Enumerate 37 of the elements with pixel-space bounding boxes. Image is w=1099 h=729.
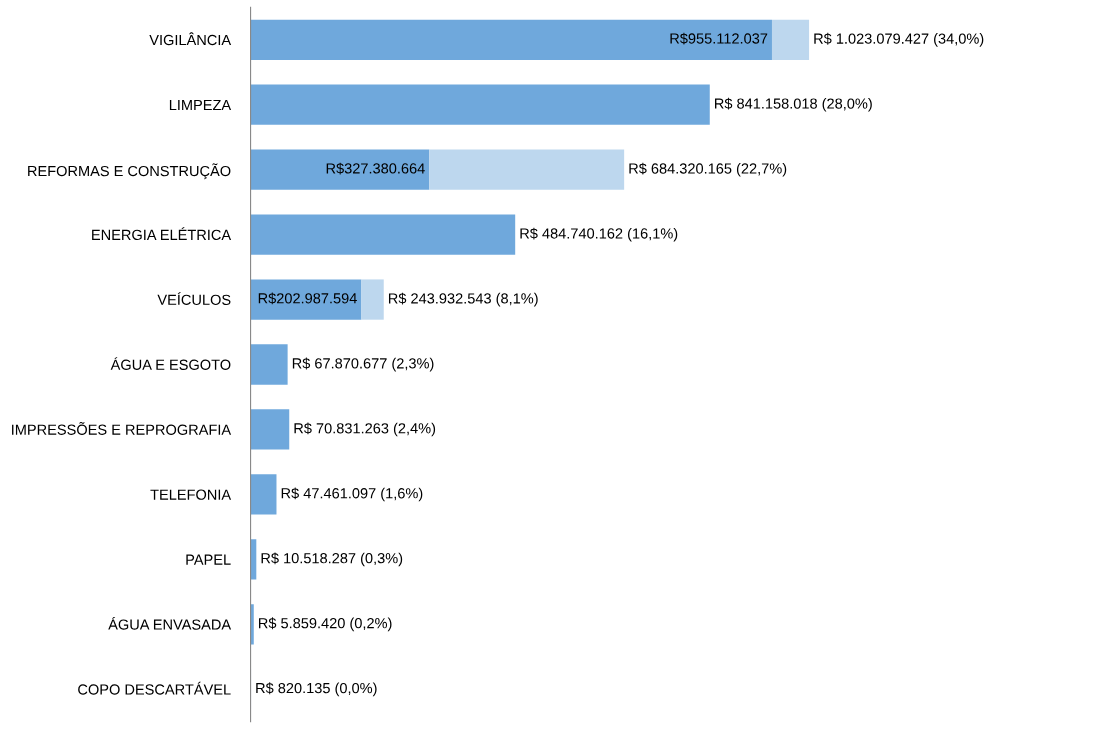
bar (250, 409, 290, 450)
y-tick-label: ÁGUA E ESGOTO (110, 357, 231, 370)
bar (250, 604, 254, 645)
bar (429, 149, 625, 190)
y-tick-label: COPO DESCARTÁVEL (78, 681, 231, 695)
total-label: R$ 841.158.018 (28,0%) (715, 97, 872, 112)
y-tick-label: TELEFONIA (150, 489, 232, 500)
y-tick-label: PAPEL (186, 554, 231, 565)
data-label: R$202.987.594 (258, 292, 357, 305)
total-label: R$ 243.932.543 (8,1%) (388, 292, 538, 307)
bar (771, 19, 810, 60)
total-label: R$ 820.135 (0,0%) (256, 682, 377, 697)
y-tick-label: ENERGIA ELÉTRICA (92, 227, 232, 241)
total-label: R$ 47.461.097 (1,6%) (281, 487, 423, 502)
total-label: R$ 484.740.162 (16,1%) (520, 227, 678, 242)
total-label: R$ 5.859.420 (0,2%) (259, 617, 392, 632)
y-tick-label: REFORMAS E CONSTRUÇÃO (28, 163, 231, 180)
total-label: R$ 10.518.287 (0,3%) (261, 552, 403, 567)
bar (250, 149, 430, 190)
bar (361, 279, 384, 320)
y-tick-label: LIMPEZA (169, 99, 232, 110)
bar (250, 214, 516, 255)
y-tick-label: IMPRESSÕES E REPROGRAFIA (12, 421, 232, 435)
total-label: R$ 1.023.079.427 (34,0%) (814, 32, 984, 47)
total-label: R$ 67.870.677 (2,3%) (292, 357, 434, 372)
y-tick-label: VEÍCULOS (157, 292, 231, 305)
y-tick-label: ÁGUA ENVASADA (108, 616, 232, 630)
bar (250, 84, 710, 125)
total-label: R$ 684.320.165 (22,7%) (629, 162, 787, 177)
y-tick-label: VIGILÂNCIA (149, 32, 232, 46)
total-label: R$ 70.831.263 (2,4%) (294, 422, 436, 437)
bar (250, 474, 277, 515)
data-label: R$327.380.664 (326, 162, 425, 175)
bar (250, 344, 288, 385)
bar (250, 279, 362, 320)
data-label: R$955.112.037 (670, 32, 768, 45)
bar (250, 19, 772, 60)
